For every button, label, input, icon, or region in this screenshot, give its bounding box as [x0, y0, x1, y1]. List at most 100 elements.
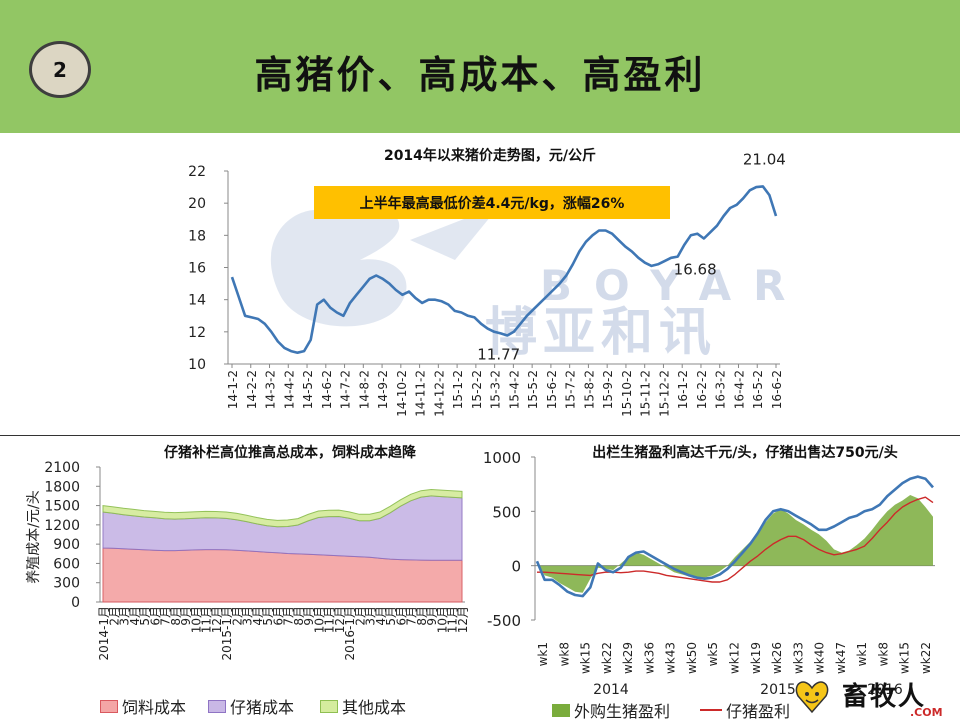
x-tick-label: 14-6-2 — [320, 370, 334, 409]
x-tick-label: 11月 — [446, 606, 460, 633]
logo-suffix: .COM — [910, 706, 943, 719]
x-tick-label: 16-2-2 — [695, 370, 709, 409]
x-tick-label: 5月 — [138, 606, 152, 626]
profit-chart: 出栏生猪盈利高达千元/头，仔猪出售达750元/头 -500 0 500 1000 wk1… — [483, 444, 935, 698]
x-tick-label: 3月 — [364, 606, 378, 626]
area-2 — [102, 495, 463, 561]
x-tick-label: 8月 — [415, 606, 429, 626]
y-tick-label: 10 — [188, 357, 206, 373]
y-tick-label: 16 — [188, 261, 206, 277]
y-tick-label: 12 — [188, 325, 206, 341]
legend-label: 外购生猪盈利 — [574, 702, 671, 721]
price-axes: 10 12 14 16 18 20 22 14-1-2 14-2-2 14-3-2 14-4-2 14… — [188, 164, 784, 417]
x-tick-label: wk33 — [791, 642, 805, 674]
y-tick-label: -500 — [487, 612, 521, 630]
legend-swatch — [100, 699, 118, 713]
x-tick-label: 2月 — [353, 606, 367, 626]
x-tick-label: 12月 — [333, 606, 347, 633]
line-1 — [537, 496, 934, 583]
x-tick-label: 14-10-2 — [395, 370, 409, 417]
x-tick-label: 15-3-2 — [489, 370, 503, 409]
logo-graphic — [795, 681, 829, 714]
x-tick-label: 7月 — [282, 606, 296, 626]
svg-text:BOYAR: BOYAR — [540, 261, 800, 310]
year-label: 2015 — [760, 682, 796, 698]
x-tick-label: 15-2-2 — [470, 370, 484, 409]
legend-swatch — [700, 709, 722, 711]
x-tick-label: 15-9-2 — [601, 370, 615, 409]
y-tick-label: 1200 — [44, 518, 80, 534]
x-tick-label: 12月 — [210, 606, 224, 633]
y-tick-label: 1500 — [44, 499, 80, 515]
x-tick-label: 7月 — [159, 606, 173, 626]
x-tick-label: wk8 — [557, 642, 571, 666]
site-logo: 畜牧人 .COM — [790, 674, 960, 720]
y-tick-label: 0 — [71, 595, 80, 611]
x-tick-label: 5月 — [384, 606, 398, 626]
legend-piglet-profit: 仔猪盈利 — [700, 698, 790, 722]
data-label: 16.68 — [674, 261, 717, 279]
watermark-logo: BOYAR 博亚和讯 — [270, 205, 800, 363]
x-tick-label: wk19 — [749, 642, 763, 674]
x-tick-label: 2月 — [230, 606, 244, 626]
x-tick-label: 3月 — [241, 606, 255, 626]
x-tick-label: 10月 — [189, 606, 203, 633]
x-tick-label: 8月 — [169, 606, 183, 626]
x-tick-label: 16-3-2 — [714, 370, 728, 409]
x-tick-label: 14-3-2 — [264, 370, 278, 409]
x-tick-label: 14-9-2 — [376, 370, 390, 409]
slide-number-badge: 2 — [29, 41, 91, 98]
x-tick-label: 15-10-2 — [620, 370, 634, 417]
legend-swatch — [552, 703, 570, 717]
y-tick-label: 1000 — [483, 449, 521, 467]
area-purchased-hog — [537, 495, 933, 593]
line-2 — [535, 475, 934, 598]
x-tick-label: 15-11-2 — [639, 370, 653, 417]
year-label: 2016 — [867, 682, 903, 698]
x-tick-label: wk36 — [642, 642, 656, 674]
chart-title: 2014年以来猪价走势图，元/公斤 — [384, 147, 596, 164]
x-tick-label: 14-12-2 — [432, 370, 446, 417]
section-divider — [0, 435, 960, 436]
chart-title: 出栏生猪盈利高达千元/头，仔猪出售达750元/头 — [592, 444, 897, 461]
price-line — [230, 185, 778, 354]
x-tick-label: 16-1-2 — [676, 370, 690, 409]
x-tick-label: 9月 — [425, 606, 439, 626]
profit-axes: -500 0 500 1000 wk1 wk8 wk15 wk22 wk29 wk36 wk43 wk… — [483, 449, 935, 698]
x-tick-label: 14-1-2 — [226, 370, 240, 409]
y-tick-label: 1800 — [44, 479, 80, 495]
y-tick-label: 300 — [53, 576, 80, 592]
x-tick-label: wk1 — [536, 642, 550, 666]
chart-title: 仔猪补栏高位推高总成本，饲料成本趋降 — [164, 444, 417, 461]
x-tick-label: 16-4-2 — [732, 370, 746, 409]
x-tick-label: 16-6-2 — [770, 370, 784, 409]
x-tick-label: 10月 — [312, 606, 326, 633]
y-tick-label: 18 — [188, 228, 206, 244]
x-tick-label: 9月 — [302, 606, 316, 626]
legend-label: 仔猪盈利 — [726, 702, 791, 721]
profit-marks — [535, 475, 934, 598]
y-tick-label: 500 — [492, 503, 521, 521]
x-tick-label: 2月 — [107, 606, 121, 626]
x-tick-label: 6月 — [394, 606, 408, 626]
x-tick-label: 2014-1月 — [97, 606, 111, 661]
legend-label: 其他成本 — [342, 698, 407, 717]
x-tick-label: wk12 — [728, 642, 742, 674]
legend-label: 仔猪成本 — [230, 698, 295, 717]
data-label: 21.04 — [743, 150, 786, 168]
x-tick-label: 14-11-2 — [414, 370, 428, 417]
y-tick-label: 0 — [511, 558, 521, 576]
y-tick-label: 20 — [188, 196, 206, 212]
x-tick-label: 14-8-2 — [357, 370, 371, 409]
x-tick-label: 4月 — [251, 606, 265, 626]
x-tick-label: wk15 — [898, 642, 912, 674]
y-tick-label: 600 — [53, 556, 80, 572]
x-tick-label: wk43 — [664, 642, 678, 674]
x-tick-label: 12月 — [456, 606, 470, 633]
x-tick-label: 15-1-2 — [451, 370, 465, 409]
y-axis-label: 养殖成本/元/头 — [25, 490, 42, 583]
x-tick-label: wk15 — [579, 642, 593, 674]
x-tick-label: 15-7-2 — [564, 370, 578, 409]
x-tick-label: 11月 — [200, 606, 214, 633]
x-tick-label: wk47 — [834, 642, 848, 674]
